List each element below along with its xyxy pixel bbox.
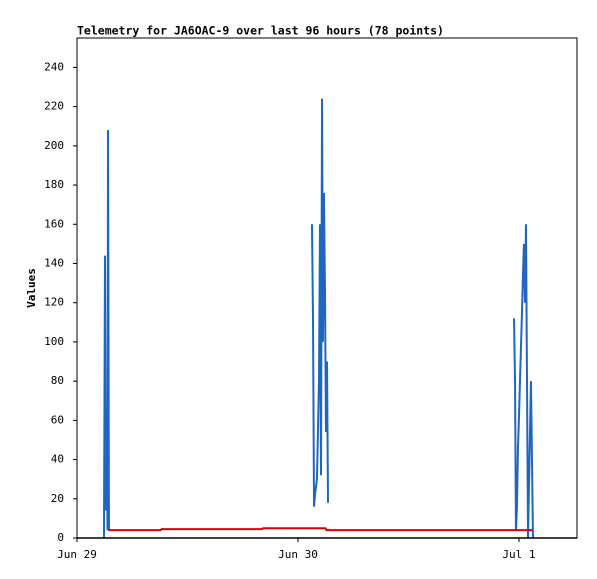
y-tick-label: 160 [44,217,64,230]
y-tick-label: 40 [51,453,64,466]
y-tick-label: 180 [44,178,64,191]
y-tick-label: 80 [51,374,64,387]
y-tick-label: 100 [44,335,64,348]
y-tick-label: 240 [44,60,64,73]
y-tick-label: 140 [44,256,64,269]
series-line [108,527,533,532]
y-axis-label: Values [25,268,38,308]
chart-title: Telemetry for JA6OAC-9 over last 96 hour… [77,24,444,38]
y-tick-label: 20 [51,492,64,505]
x-tick-label: Jun 30 [278,548,318,561]
x-tick-label: Jul 1 [502,548,535,561]
y-tick-label: 60 [51,413,64,426]
y-tick-label: 120 [44,296,64,309]
y-tick-label: 220 [44,100,64,113]
y-tick-label: 0 [57,531,64,544]
x-tick-label: Jun 29 [57,548,97,561]
series-line [102,98,534,539]
y-tick-label: 200 [44,139,64,152]
